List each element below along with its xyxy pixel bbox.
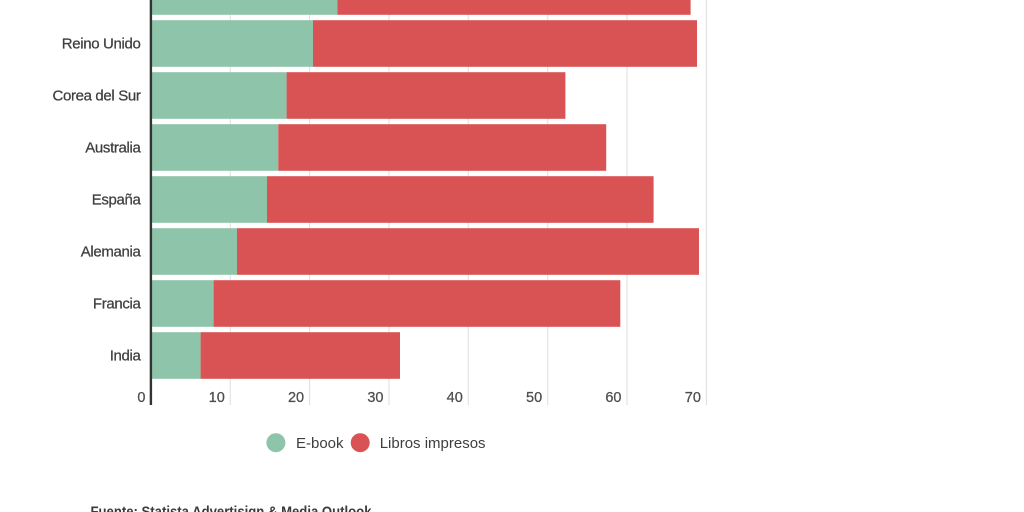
svg-text:España: España	[92, 192, 142, 209]
svg-text:60: 60	[605, 390, 621, 406]
svg-text:30: 30	[367, 390, 383, 406]
svg-text:20: 20	[288, 390, 304, 406]
svg-text:0: 0	[137, 390, 145, 406]
svg-text:Corea del Sur: Corea del Sur	[53, 88, 141, 105]
svg-text:40: 40	[447, 390, 463, 406]
svg-text:Libros impresos: Libros impresos	[380, 435, 486, 452]
svg-text:Francia: Francia	[93, 296, 142, 313]
svg-text:Fuente: Statista Advertisign &: Fuente: Statista Advertisign & Media Out…	[91, 504, 373, 512]
svg-text:Alemania: Alemania	[81, 244, 142, 261]
svg-text:70: 70	[685, 390, 701, 406]
svg-text:E-book: E-book	[296, 435, 344, 452]
svg-text:Reino Unido: Reino Unido	[62, 36, 141, 53]
svg-text:10: 10	[209, 390, 225, 406]
svg-text:India: India	[110, 348, 142, 365]
svg-text:Australia: Australia	[85, 140, 141, 157]
svg-text:50: 50	[526, 390, 542, 406]
